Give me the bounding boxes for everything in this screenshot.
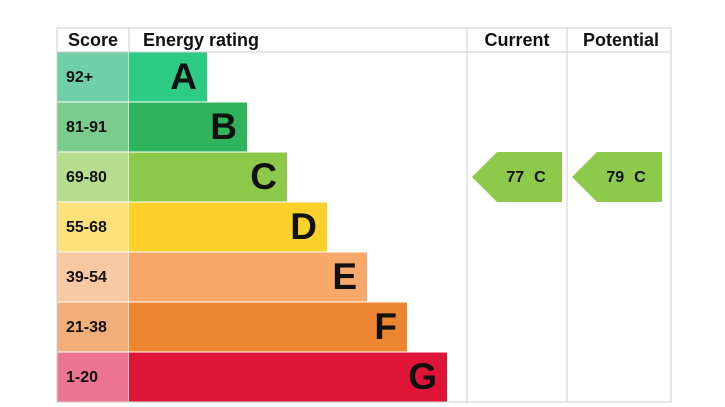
rating-letter: F xyxy=(374,306,397,347)
score-label: 39-54 xyxy=(66,269,107,286)
header: Current xyxy=(484,30,549,50)
header: Potential xyxy=(583,30,659,50)
current-label: 77 C xyxy=(506,169,546,186)
rating-bar xyxy=(129,152,287,202)
score-cell xyxy=(57,102,129,152)
frame xyxy=(56,27,672,403)
rating-letter: D xyxy=(290,206,317,247)
potential-label: 79 C xyxy=(606,169,646,186)
score-label: 81-91 xyxy=(66,119,107,136)
score-cell xyxy=(57,202,129,252)
potential-value: 79 xyxy=(606,169,624,186)
current-letter: C xyxy=(534,169,546,186)
current-arrow xyxy=(472,152,562,202)
rating-bar xyxy=(129,252,367,302)
header: Score xyxy=(68,30,118,50)
current-value: 77 xyxy=(506,169,524,186)
score-cell xyxy=(57,52,129,102)
rating-bar xyxy=(129,352,447,402)
rating-bar xyxy=(129,102,247,152)
score-cell xyxy=(57,352,129,402)
score-label: 55-68 xyxy=(66,219,107,236)
rating-bar xyxy=(129,52,207,102)
rating-bar xyxy=(129,302,407,352)
score-cell xyxy=(57,252,129,302)
rating-letter: G xyxy=(408,356,437,397)
score-label: 69-80 xyxy=(66,169,107,186)
header: Energy rating xyxy=(143,30,259,50)
score-label: 92+ xyxy=(66,69,93,86)
rating-letter: A xyxy=(170,56,197,97)
potential-arrow xyxy=(572,152,662,202)
rating-bar xyxy=(129,202,327,252)
rating-letter: B xyxy=(210,106,237,147)
rating-letter: C xyxy=(250,156,277,197)
score-label: 1-20 xyxy=(66,369,98,386)
potential-letter: C xyxy=(634,169,646,186)
score-label: 21-38 xyxy=(66,319,107,336)
rating-letter: E xyxy=(332,256,357,297)
score-cell xyxy=(57,152,129,202)
score-cell xyxy=(57,302,129,352)
